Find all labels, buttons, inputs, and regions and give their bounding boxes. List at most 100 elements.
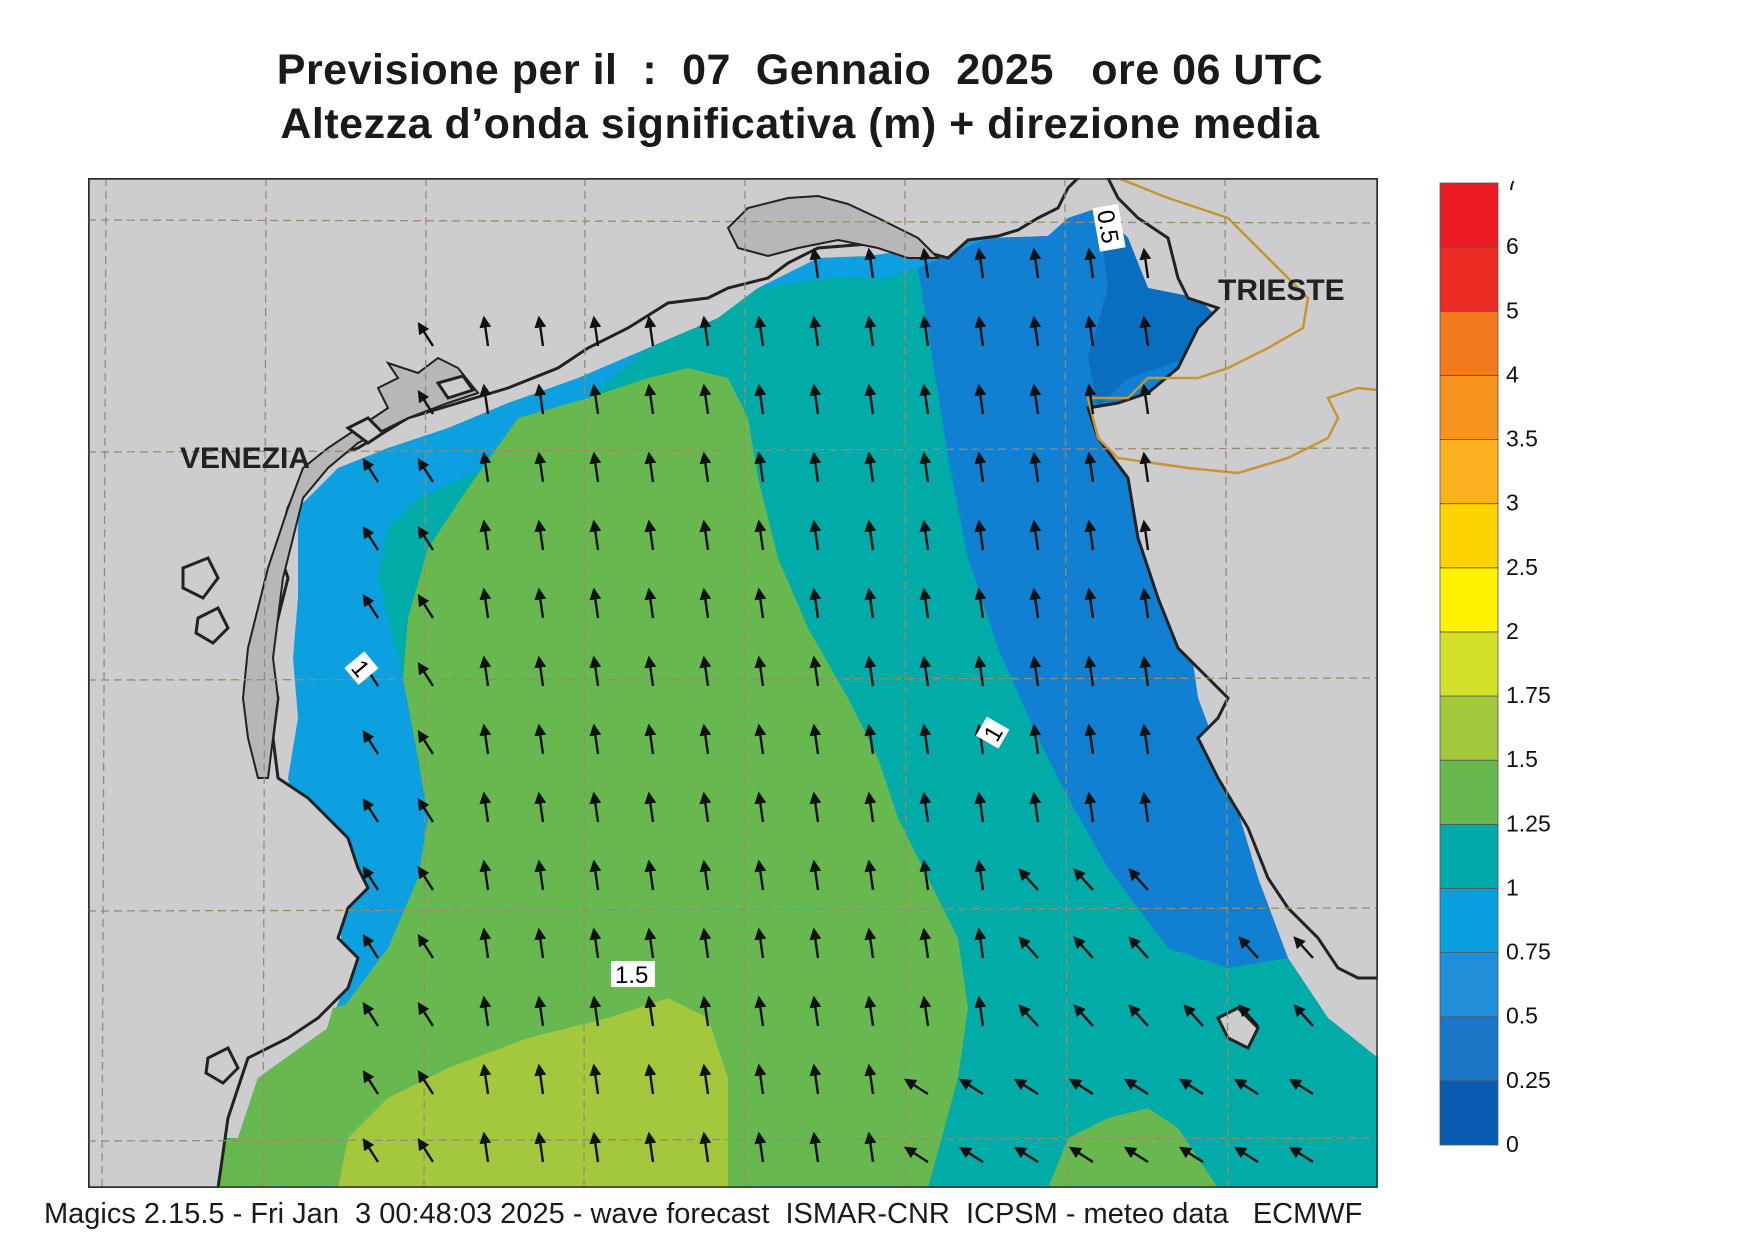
direction-arrow — [534, 451, 547, 483]
direction-arrow — [864, 451, 877, 483]
direction-arrow — [1139, 791, 1152, 823]
direction-arrow — [699, 383, 712, 415]
direction-arrow — [974, 315, 987, 347]
direction-arrow — [644, 1131, 657, 1163]
direction-arrow — [362, 729, 380, 755]
direction-arrow — [1018, 868, 1039, 891]
direction-arrow — [644, 587, 657, 619]
direction-arrow — [417, 593, 435, 619]
colorbar-label: 7 — [1506, 181, 1519, 195]
direction-arrow — [809, 587, 822, 619]
direction-arrow — [1139, 519, 1152, 551]
direction-arrow — [919, 723, 932, 755]
colorbar-label: 2.5 — [1506, 554, 1538, 580]
direction-arrow — [974, 519, 987, 551]
direction-arrow — [1128, 1004, 1149, 1027]
direction-arrow — [1233, 1078, 1259, 1096]
sea-band-05 — [918, 208, 1288, 968]
direction-arrow — [754, 1131, 767, 1163]
colorbar-swatch — [1439, 823, 1499, 889]
footer-credits: Magics 2.15.5 - Fri Jan 3 00:48:03 2025 … — [44, 1198, 1363, 1230]
direction-arrow — [534, 723, 547, 755]
direction-arrow — [1123, 1078, 1149, 1096]
direction-arrow — [1029, 655, 1042, 687]
direction-arrow — [1029, 723, 1042, 755]
direction-arrow — [919, 791, 932, 823]
direction-arrow — [589, 791, 602, 823]
colorbar-swatch — [1439, 567, 1499, 633]
direction-arrow — [479, 587, 492, 619]
direction-arrow — [362, 933, 380, 959]
direction-arrow — [1084, 587, 1097, 619]
sea-band-15 — [338, 998, 728, 1188]
direction-arrow — [1029, 451, 1042, 483]
direction-arrow — [479, 1063, 492, 1095]
direction-arrow — [644, 723, 657, 755]
direction-arrow — [809, 247, 822, 279]
direction-arrow — [1288, 1078, 1314, 1096]
direction-arrow — [1178, 1078, 1204, 1096]
direction-arrow — [1139, 587, 1152, 619]
direction-arrow — [644, 655, 657, 687]
direction-arrow — [479, 791, 492, 823]
direction-arrow — [754, 655, 767, 687]
direction-arrow — [809, 315, 822, 347]
direction-arrow — [1029, 519, 1042, 551]
direction-arrow — [479, 315, 492, 347]
colorbar-label: 6 — [1506, 233, 1519, 259]
direction-arrow — [589, 859, 602, 891]
direction-arrow — [1178, 1146, 1204, 1164]
direction-arrow — [864, 995, 877, 1027]
direction-arrow — [644, 315, 657, 347]
direction-arrow — [754, 315, 767, 347]
direction-arrow — [1238, 936, 1259, 959]
direction-arrow — [919, 383, 932, 415]
direction-arrow — [1293, 1004, 1314, 1027]
direction-arrow — [417, 797, 435, 823]
direction-arrow — [589, 1063, 602, 1095]
direction-arrow — [919, 587, 932, 619]
direction-arrow — [974, 791, 987, 823]
direction-arrow — [699, 1131, 712, 1163]
svg-text:1.5: 1.5 — [615, 962, 648, 989]
direction-arrow — [974, 655, 987, 687]
direction-arrow — [974, 995, 987, 1027]
direction-arrow — [974, 383, 987, 415]
direction-arrow — [589, 587, 602, 619]
direction-arrow — [699, 655, 712, 687]
colorbar-label: 0.5 — [1506, 1003, 1538, 1029]
direction-arrow — [534, 859, 547, 891]
colorbar-swatch — [1439, 759, 1499, 825]
direction-arrow — [974, 451, 987, 483]
direction-arrow — [754, 587, 767, 619]
direction-arrow — [1183, 1004, 1204, 1027]
direction-arrow — [534, 315, 547, 347]
direction-arrow — [864, 927, 877, 959]
direction-arrow — [1068, 1146, 1094, 1164]
direction-arrow — [809, 519, 822, 551]
colorbar-swatch — [1439, 439, 1499, 505]
direction-arrow — [1084, 451, 1097, 483]
direction-arrow — [809, 723, 822, 755]
direction-arrow — [974, 859, 987, 891]
direction-arrow — [479, 995, 492, 1027]
direction-arrow — [644, 383, 657, 415]
direction-arrow — [1073, 868, 1094, 891]
direction-arrow — [809, 1131, 822, 1163]
colorbar-swatch — [1439, 888, 1499, 954]
direction-arrow — [1013, 1146, 1039, 1164]
colorbar-label: 4 — [1506, 361, 1519, 387]
direction-arrow — [1029, 247, 1042, 279]
direction-arrow — [699, 791, 712, 823]
direction-arrow — [362, 1137, 380, 1163]
direction-arrow — [589, 927, 602, 959]
svg-text:0.5: 0.5 — [1091, 208, 1123, 246]
direction-arrow — [1123, 1146, 1149, 1164]
direction-arrow — [589, 995, 602, 1027]
direction-arrow — [479, 1131, 492, 1163]
direction-arrow — [589, 315, 602, 347]
direction-arrow — [644, 1063, 657, 1095]
direction-arrow — [1029, 315, 1042, 347]
wave-height-map: VENEZIA TRIESTE 0.5 1 1 1.5 — [88, 178, 1378, 1188]
direction-arrow — [919, 315, 932, 347]
